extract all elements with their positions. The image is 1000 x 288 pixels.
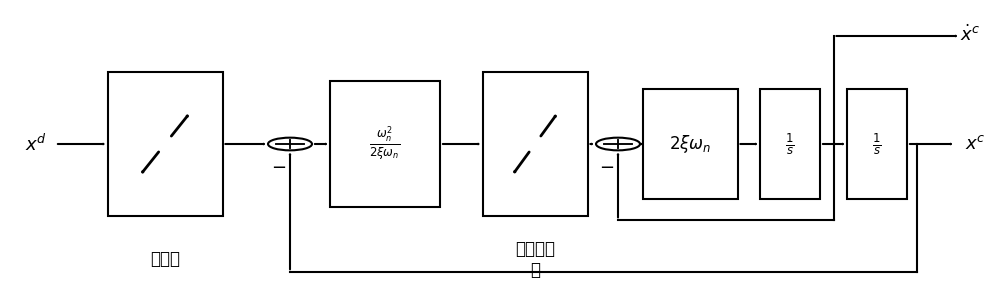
Text: $-$: $-$ xyxy=(271,157,287,175)
Bar xyxy=(847,89,907,199)
Text: $x^d$: $x^d$ xyxy=(25,133,47,155)
Text: $\dot{x}^c$: $\dot{x}^c$ xyxy=(960,24,980,45)
Text: $2\xi\omega_n$: $2\xi\omega_n$ xyxy=(669,133,711,155)
Text: $-$: $-$ xyxy=(599,157,615,175)
Bar xyxy=(760,89,820,199)
Text: 速率限制
器: 速率限制 器 xyxy=(515,240,555,278)
Bar xyxy=(108,72,223,216)
Text: $\frac{1}{s}$: $\frac{1}{s}$ xyxy=(785,131,795,157)
Bar xyxy=(642,89,738,199)
Text: $\frac{\omega_n^2}{2\xi\omega_n}$: $\frac{\omega_n^2}{2\xi\omega_n}$ xyxy=(369,125,401,163)
Bar xyxy=(330,81,440,207)
Text: $x^c$: $x^c$ xyxy=(965,135,986,153)
Bar xyxy=(483,72,588,216)
Text: $\frac{1}{s}$: $\frac{1}{s}$ xyxy=(872,131,882,157)
Text: 限幅器: 限幅器 xyxy=(150,250,180,268)
